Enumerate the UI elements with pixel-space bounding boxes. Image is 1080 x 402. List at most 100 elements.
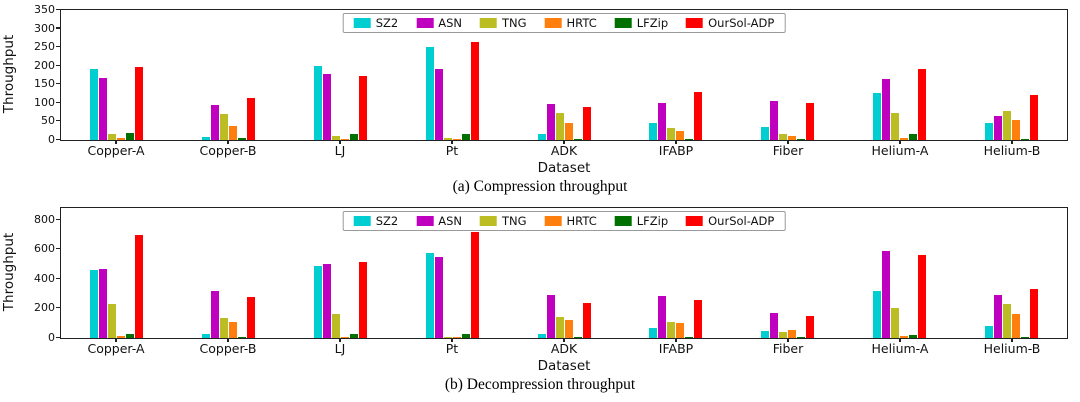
legend-item-tng: TNG bbox=[479, 214, 527, 228]
bar-asn bbox=[881, 250, 890, 338]
x-tick-helium-a: Helium-A bbox=[844, 140, 956, 160]
y-tick-label: 400 bbox=[34, 271, 55, 285]
x-tick-label: IFABP bbox=[658, 143, 694, 158]
bar-hrtc bbox=[1011, 314, 1020, 338]
bar-lfzip bbox=[126, 132, 135, 140]
bar-group-helium-b bbox=[955, 10, 1067, 140]
y-tick-mark bbox=[56, 45, 61, 48]
bar-asn bbox=[770, 312, 779, 338]
bar-oursol-adp bbox=[470, 232, 479, 338]
bar-group-inner bbox=[202, 10, 256, 140]
bar-oursol-adp bbox=[358, 76, 367, 140]
bar-hrtc bbox=[676, 130, 685, 140]
x-tick-mark bbox=[339, 338, 341, 342]
bar-asn bbox=[322, 264, 331, 338]
x-tick-mark bbox=[563, 140, 565, 144]
bar-lfzip bbox=[238, 336, 247, 338]
x-tick-adk: ADK bbox=[508, 338, 620, 358]
bar-sz2 bbox=[425, 47, 434, 140]
bar-group-inner bbox=[313, 208, 367, 338]
bar-group-inner bbox=[90, 10, 144, 140]
bar-group-adk bbox=[508, 208, 620, 338]
bar-sz2 bbox=[872, 290, 881, 338]
legend: SZ2 ASN TNG HRTC LFZip OurSol-ADP bbox=[342, 211, 786, 231]
bar-group-inner bbox=[984, 208, 1038, 338]
y-tick-label: 50 bbox=[41, 114, 55, 128]
bar-hrtc bbox=[676, 323, 685, 338]
bar-group-inner bbox=[761, 10, 815, 140]
y-tick-mark bbox=[56, 277, 61, 279]
bar-oursol-adp bbox=[806, 315, 815, 338]
bar-group-inner bbox=[872, 208, 926, 338]
legend-item-asn: ASN bbox=[416, 16, 462, 30]
bars bbox=[61, 208, 1067, 338]
bar-sz2 bbox=[761, 127, 770, 140]
x-tick-copper-b: Copper-B bbox=[172, 140, 284, 160]
x-tick-mark bbox=[339, 140, 341, 144]
plot-area: SZ2 ASN TNG HRTC LFZip OurSol-ADP 0 50 100 150 20… bbox=[34, 3, 1068, 146]
legend-label: OurSol-ADP bbox=[708, 214, 775, 228]
y-tick-label: 200 bbox=[34, 301, 55, 315]
bar-hrtc bbox=[340, 138, 349, 140]
legend-label: SZ2 bbox=[375, 214, 399, 228]
x-tick-mark bbox=[787, 140, 789, 144]
legend-swatch bbox=[479, 18, 497, 28]
bar-group-adk bbox=[508, 10, 620, 140]
plot-area: SZ2 ASN TNG HRTC LFZip OurSol-ADP 0 200 400 600 8… bbox=[34, 207, 1068, 344]
x-tick-label: Fiber bbox=[772, 143, 804, 158]
legend-item-asn: ASN bbox=[416, 214, 462, 228]
y-tick-mark bbox=[56, 8, 61, 10]
bar-group-inner bbox=[537, 208, 591, 338]
legend-swatch bbox=[686, 216, 704, 226]
x-tick-label: Copper-B bbox=[199, 341, 257, 356]
bar-oursol-adp bbox=[694, 91, 703, 140]
bar-sz2 bbox=[872, 92, 881, 140]
x-tick-label: Helium-A bbox=[871, 341, 929, 356]
legend-swatch bbox=[416, 18, 434, 28]
legend-swatch bbox=[614, 216, 632, 226]
bar-asn bbox=[211, 290, 220, 338]
x-tick-mark bbox=[787, 338, 789, 342]
bar-tng bbox=[1002, 111, 1011, 140]
x-tick-label: Helium-B bbox=[983, 143, 1041, 158]
legend-swatch bbox=[544, 18, 562, 28]
bar-group-ifabp bbox=[620, 10, 732, 140]
legend-swatch bbox=[353, 216, 371, 226]
legend-label: LFZip bbox=[636, 214, 669, 228]
bar-oursol-adp bbox=[917, 255, 926, 338]
bar-group-helium-b bbox=[955, 208, 1067, 338]
legend-label: TNG bbox=[501, 16, 527, 30]
y-tick-mark bbox=[56, 120, 61, 122]
bar-sz2 bbox=[537, 134, 546, 140]
y-tick-label: 250 bbox=[34, 40, 55, 54]
bar-oursol-adp bbox=[917, 69, 926, 140]
y-tick-mark bbox=[56, 307, 61, 309]
panel-compression-throughput: Throughput SZ2 ASN TNG HRTC LFZip OurSol-ADP … bbox=[0, 3, 1080, 201]
legend-label: HRTC bbox=[566, 214, 597, 228]
bar-lfzip bbox=[349, 334, 358, 338]
legend-label: ASN bbox=[438, 16, 462, 30]
legend-label: LFZip bbox=[636, 16, 669, 30]
x-tick-label: Copper-B bbox=[199, 143, 257, 158]
bar-hrtc bbox=[788, 136, 797, 140]
caption: (b) Decompression throughput bbox=[444, 376, 636, 393]
x-tick-label: Helium-A bbox=[871, 143, 929, 158]
y-tick-mark bbox=[56, 64, 61, 66]
x-tick-label: Helium-B bbox=[983, 341, 1041, 356]
bar-lfzip bbox=[908, 134, 917, 140]
bar-group-copper-a bbox=[61, 10, 173, 140]
bar-hrtc bbox=[564, 320, 573, 338]
y-tick-label: 0 bbox=[48, 331, 55, 344]
legend-swatch bbox=[686, 18, 704, 28]
x-tick-mark bbox=[451, 338, 453, 342]
bar-lfzip bbox=[1020, 337, 1029, 338]
x-tick-lj: LJ bbox=[284, 338, 396, 358]
x-tick-mark bbox=[227, 338, 229, 342]
legend-label: SZ2 bbox=[375, 16, 399, 30]
bar-group-inner bbox=[984, 10, 1038, 140]
legend-swatch bbox=[353, 18, 371, 28]
y-tick-label: 800 bbox=[34, 212, 55, 226]
legend-item-hrtc: HRTC bbox=[544, 16, 597, 30]
x-tick-helium-b: Helium-B bbox=[956, 338, 1068, 358]
x-tick-mark bbox=[451, 140, 453, 144]
